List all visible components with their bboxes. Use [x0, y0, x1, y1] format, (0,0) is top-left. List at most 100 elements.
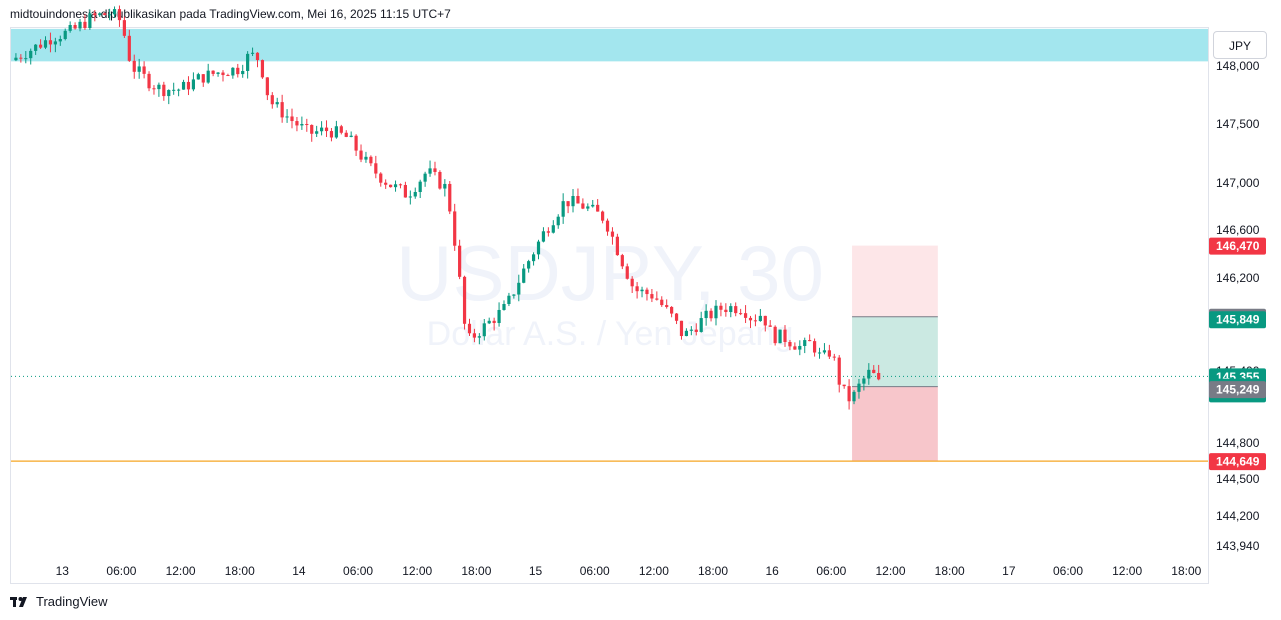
candle-body[interactable] — [14, 57, 18, 61]
candle-body[interactable] — [748, 317, 753, 321]
candle-body[interactable] — [196, 74, 200, 80]
candle-body[interactable] — [561, 201, 565, 217]
candle-body[interactable] — [413, 191, 417, 197]
candle-body[interactable] — [300, 124, 304, 126]
candle-body[interactable] — [359, 150, 363, 160]
candle-body[interactable] — [714, 305, 718, 319]
candle-body[interactable] — [462, 276, 467, 324]
candle-body[interactable] — [231, 67, 235, 76]
candle-body[interactable] — [783, 329, 787, 342]
candle-body[interactable] — [19, 57, 23, 59]
candle-body[interactable] — [610, 231, 615, 237]
candle-body[interactable] — [556, 216, 560, 226]
candle-body[interactable] — [803, 340, 807, 346]
candle-body[interactable] — [477, 336, 481, 338]
candle-body[interactable] — [280, 102, 284, 118]
candle-body[interactable] — [517, 282, 521, 295]
candle-body[interactable] — [354, 135, 358, 151]
chart-pane[interactable] — [10, 27, 1209, 584]
candle-body[interactable] — [640, 289, 644, 292]
candle-body[interactable] — [374, 163, 378, 174]
candle-body[interactable] — [270, 95, 274, 105]
stop-zone-upper[interactable] — [852, 245, 938, 317]
candle-body[interactable] — [157, 84, 161, 90]
candle-body[interactable] — [743, 313, 748, 318]
candle-body[interactable] — [344, 132, 348, 137]
candle-body[interactable] — [443, 183, 447, 189]
candle-body[interactable] — [147, 73, 151, 89]
candle-body[interactable] — [615, 236, 619, 256]
price-label-badge[interactable] — [1209, 311, 1266, 329]
candle-body[interactable] — [58, 39, 62, 42]
candle-body[interactable] — [670, 306, 674, 314]
candle-body[interactable] — [265, 77, 269, 96]
candle-body[interactable] — [827, 350, 831, 357]
candle-body[interactable] — [798, 345, 802, 350]
candle-body[interactable] — [433, 168, 437, 172]
candle-body[interactable] — [423, 173, 427, 182]
candle-body[interactable] — [310, 124, 314, 134]
candle-body[interactable] — [418, 181, 422, 192]
candle-body[interactable] — [107, 14, 112, 16]
candle-body[interactable] — [645, 289, 649, 295]
candle-body[interactable] — [191, 79, 196, 90]
candle-body[interactable] — [226, 75, 230, 77]
candle-body[interactable] — [334, 126, 338, 138]
candle-body[interactable] — [448, 183, 452, 212]
candle-body[interactable] — [275, 102, 279, 105]
candle-body[interactable] — [221, 72, 225, 76]
candle-body[interactable] — [650, 294, 654, 299]
price-label-badge[interactable] — [1209, 237, 1266, 255]
candle-body[interactable] — [369, 156, 373, 164]
candle-body[interactable] — [24, 58, 28, 60]
candle-body[interactable] — [793, 346, 797, 350]
candle-body[interactable] — [73, 25, 77, 29]
candle-body[interactable] — [34, 44, 38, 51]
candle-body[interactable] — [655, 298, 659, 300]
candle-body[interactable] — [93, 13, 97, 16]
candle-body[interactable] — [497, 309, 501, 324]
candle-body[interactable] — [620, 255, 624, 267]
candle-body[interactable] — [122, 20, 126, 36]
price-label-badge[interactable] — [1209, 381, 1266, 399]
price-label-badge[interactable] — [1209, 453, 1266, 471]
candle-body[interactable] — [43, 40, 48, 48]
candle-body[interactable] — [88, 13, 92, 29]
candle-body[interactable] — [98, 13, 102, 16]
candle-body[interactable] — [241, 70, 245, 75]
candle-body[interactable] — [531, 254, 536, 262]
candle-body[interactable] — [773, 326, 777, 344]
candle-body[interactable] — [605, 220, 610, 232]
candle-body[interactable] — [112, 9, 117, 15]
candle-body[interactable] — [763, 315, 767, 326]
candle-body[interactable] — [674, 313, 679, 321]
candle-body[interactable] — [872, 369, 876, 373]
candle-body[interactable] — [384, 182, 388, 185]
candle-body[interactable] — [364, 156, 368, 160]
candle-body[interactable] — [453, 211, 457, 246]
candle-body[interactable] — [349, 135, 353, 137]
candle-body[interactable] — [812, 341, 817, 353]
candle-body[interactable] — [512, 294, 516, 296]
candle-body[interactable] — [724, 309, 728, 313]
candle-body[interactable] — [167, 90, 171, 97]
candle-body[interactable] — [403, 184, 407, 198]
candle-body[interactable] — [842, 384, 846, 387]
candle-body[interactable] — [546, 231, 550, 233]
candle-body[interactable] — [591, 204, 595, 207]
candle-body[interactable] — [817, 352, 822, 354]
candle-body[interactable] — [852, 391, 856, 402]
candle-body[interactable] — [847, 386, 851, 402]
candle-body[interactable] — [630, 278, 634, 287]
candle-body[interactable] — [660, 299, 664, 306]
candle-body[interactable] — [665, 305, 669, 307]
candle-body[interactable] — [739, 313, 743, 315]
candle-body[interactable] — [63, 30, 67, 40]
candle-body[interactable] — [467, 323, 472, 334]
candle-body[interactable] — [571, 195, 575, 207]
candle-body[interactable] — [788, 341, 792, 347]
candle-body[interactable] — [389, 184, 393, 188]
candle-body[interactable] — [699, 318, 703, 332]
candle-body[interactable] — [137, 66, 141, 72]
candle-body[interactable] — [694, 329, 698, 332]
